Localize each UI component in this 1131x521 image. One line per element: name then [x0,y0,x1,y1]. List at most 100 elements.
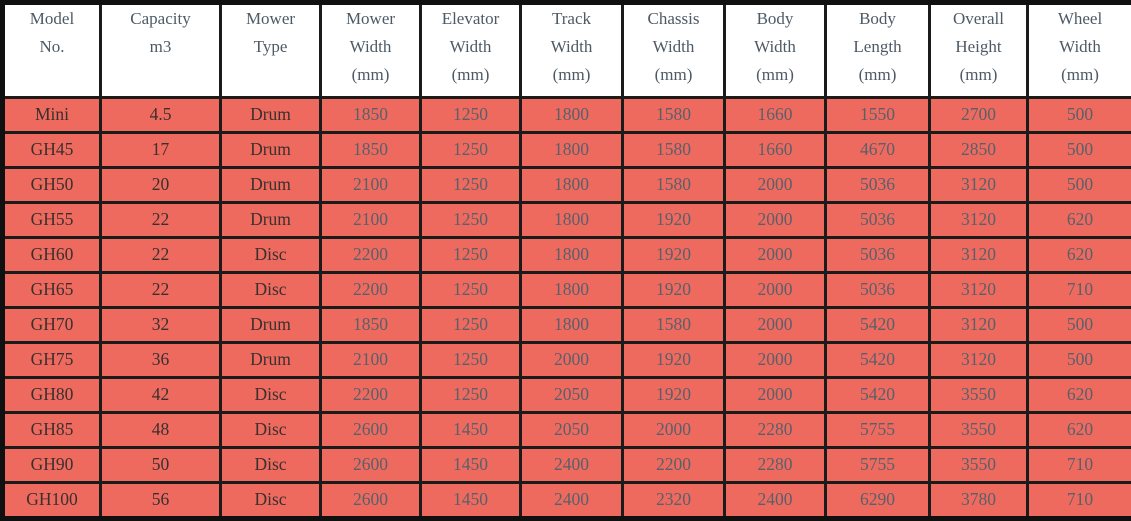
table-row: GH90 50 Disc 2600 1450 2400 2200 2280 5755 3550 71… [1,445,1131,484]
header-line: Width [550,37,593,56]
cell-body-length: 5755 [824,410,931,449]
cell-body-width: 2280 [723,445,827,484]
cell-body-width: 2280 [723,410,827,449]
cell-wheel-width: 710 [1026,480,1131,521]
cell-elevator-width: 1250 [419,270,522,309]
cell-body-length: 5755 [824,445,931,484]
cell-mower-type: Drum [219,200,322,239]
cell-capacity: 48 [99,410,222,449]
cell-mower-type: Disc [219,410,322,449]
header-line: Track [551,9,592,28]
cell-mower-width: 1850 [319,130,422,169]
cell-body-length: 5420 [824,375,931,414]
header-cell-body-length: Body Length (mm) [824,1,931,99]
cell-body-length: 5036 [824,235,931,274]
cell-chassis-width: 1580 [621,165,726,204]
table-row: GH50 20 Drum 2100 1250 1800 1580 2000 5036 3120 50… [1,165,1131,204]
cell-chassis-width: 1580 [621,305,726,344]
cell-model-no: GH55 [1,200,102,239]
cell-body-width: 2400 [723,480,827,521]
cell-overall-height: 3120 [928,235,1029,274]
cell-capacity: 22 [99,235,222,274]
cell-mower-width: 2600 [319,445,422,484]
header-line: Length [853,37,902,56]
header-line: (mm) [451,65,490,84]
cell-model-no: GH80 [1,375,102,414]
cell-track-width: 1800 [519,96,624,134]
cell-body-width: 2000 [723,235,827,274]
header-line: Body [756,9,794,28]
cell-elevator-width: 1250 [419,200,522,239]
cell-chassis-width: 1920 [621,270,726,309]
header-line: Width [449,37,492,56]
header-line: Width [349,37,392,56]
cell-mower-type: Drum [219,96,322,134]
cell-elevator-width: 1250 [419,375,522,414]
header-cell-body-width: Body Width (mm) [723,1,827,99]
cell-overall-height: 3550 [928,410,1029,449]
cell-mower-width: 2200 [319,375,422,414]
cell-body-length: 5036 [824,165,931,204]
header-line: m3 [149,37,172,56]
cell-overall-height: 3120 [928,340,1029,379]
cell-elevator-width: 1250 [419,96,522,134]
cell-wheel-width: 620 [1026,410,1131,449]
header-cell-track-width: Track Width (mm) [519,1,624,99]
cell-track-width: 1800 [519,200,624,239]
cell-capacity: 42 [99,375,222,414]
cell-body-length: 1550 [824,96,931,134]
cell-chassis-width: 2320 [621,480,726,521]
table-row: GH70 32 Drum 1850 1250 1800 1580 2000 5420 3120 50… [1,305,1131,344]
cell-wheel-width: 500 [1026,165,1131,204]
cell-mower-type: Drum [219,130,322,169]
cell-model-no: GH85 [1,410,102,449]
cell-mower-width: 2100 [319,200,422,239]
cell-wheel-width: 620 [1026,200,1131,239]
table-row: Mini 4.5 Drum 1850 1250 1800 1580 1660 1550 2700 5… [1,96,1131,134]
cell-track-width: 2050 [519,410,624,449]
table-row: GH55 22 Drum 2100 1250 1800 1920 2000 5036 3120 62… [1,200,1131,239]
cell-body-width: 2000 [723,340,827,379]
header-cell-mower-width: Mower Width (mm) [319,1,422,99]
header-line: Body [859,9,896,28]
cell-chassis-width: 1580 [621,96,726,134]
header-line: Chassis [647,9,700,28]
header-line: Mower [245,9,296,28]
cell-mower-width: 2600 [319,480,422,521]
cell-mower-width: 1850 [319,96,422,134]
cell-chassis-width: 1920 [621,340,726,379]
cell-elevator-width: 1250 [419,130,522,169]
cell-model-no: GH60 [1,235,102,274]
cell-wheel-width: 500 [1026,305,1131,344]
cell-elevator-width: 1250 [419,165,522,204]
cell-mower-type: Disc [219,270,322,309]
cell-wheel-width: 710 [1026,270,1131,309]
cell-track-width: 2400 [519,480,624,521]
cell-chassis-width: 1920 [621,375,726,414]
cell-wheel-width: 500 [1026,96,1131,134]
header-line: (mm) [756,65,794,84]
cell-model-no: GH70 [1,305,102,344]
header-line: (mm) [654,65,693,84]
cell-wheel-width: 620 [1026,375,1131,414]
cell-track-width: 1800 [519,165,624,204]
table-row: GH80 42 Disc 2200 1250 2050 1920 2000 5420 3550 62… [1,375,1131,414]
cell-track-width: 1800 [519,270,624,309]
cell-capacity: 17 [99,130,222,169]
cell-elevator-width: 1450 [419,480,522,521]
header-line: Width [652,37,695,56]
header-line: Width [1059,37,1101,56]
cell-body-length: 5036 [824,270,931,309]
cell-chassis-width: 1920 [621,235,726,274]
cell-model-no: GH65 [1,270,102,309]
cell-model-no: GH90 [1,445,102,484]
header-cell-chassis-width: Chassis Width (mm) [621,1,726,99]
header-line: Width [754,37,796,56]
cell-overall-height: 3120 [928,200,1029,239]
cell-chassis-width: 2200 [621,445,726,484]
header-line: Wheel [1057,9,1103,28]
table-row: GH65 22 Disc 2200 1250 1800 1920 2000 5036 3120 71… [1,270,1131,309]
cell-chassis-width: 1580 [621,130,726,169]
